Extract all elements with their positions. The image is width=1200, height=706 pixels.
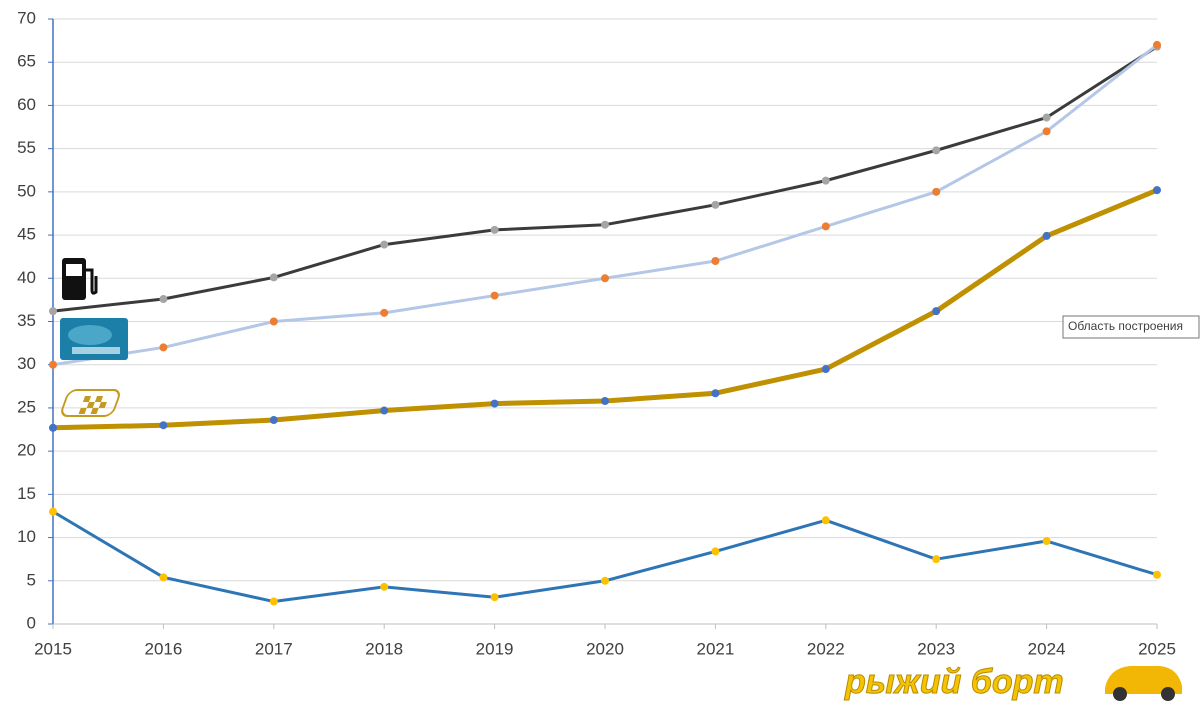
y-tick-label: 50 <box>17 181 36 200</box>
y-tick-label: 35 <box>17 311 36 330</box>
point <box>821 365 830 374</box>
troika-card-icon <box>60 318 128 360</box>
point <box>1153 40 1161 49</box>
point <box>380 406 389 415</box>
y-tick-label: 55 <box>17 138 36 157</box>
x-tick-label: 2018 <box>365 639 403 658</box>
point <box>932 307 941 316</box>
y-tick-label: 10 <box>17 527 36 546</box>
point <box>1042 231 1051 240</box>
point <box>932 146 941 155</box>
tooltip: Область построения <box>1062 315 1200 339</box>
point <box>269 416 278 425</box>
y-tick-label: 0 <box>27 613 36 632</box>
point <box>490 593 499 602</box>
point <box>1042 113 1051 122</box>
x-tick-label: 2022 <box>807 639 845 658</box>
watermark-text: рыжий борт <box>844 663 1064 701</box>
x-tick-label: 2020 <box>586 639 624 658</box>
point <box>821 516 830 525</box>
point <box>159 295 168 304</box>
y-tick-label: 70 <box>17 8 36 27</box>
y-tick-label: 30 <box>17 354 36 373</box>
y-tick-label: 45 <box>17 225 36 244</box>
point <box>380 240 389 249</box>
point <box>269 317 278 326</box>
point <box>269 597 278 606</box>
point <box>159 343 168 352</box>
point <box>601 220 609 229</box>
point <box>711 547 720 556</box>
grid <box>48 18 1158 629</box>
y-tick-label: 20 <box>17 441 36 460</box>
x-tick-label: 2024 <box>1028 639 1066 658</box>
point <box>601 397 609 406</box>
point <box>159 573 168 582</box>
point <box>1042 127 1051 136</box>
fuel-icon <box>62 258 98 300</box>
point <box>49 307 57 316</box>
x-tick-label: 2017 <box>255 639 293 658</box>
point <box>932 187 941 196</box>
point <box>490 291 499 300</box>
point <box>711 257 720 265</box>
point <box>380 582 389 591</box>
point <box>821 222 830 231</box>
point <box>711 200 720 209</box>
x-tick-label: 2019 <box>476 639 514 658</box>
point <box>1153 186 1161 195</box>
y-tick-label: 15 <box>17 484 36 503</box>
point <box>490 399 499 408</box>
point <box>1153 570 1161 579</box>
y-tick-label: 40 <box>17 268 36 287</box>
point <box>490 225 499 234</box>
point <box>601 576 609 585</box>
point <box>601 274 609 283</box>
series-lines <box>49 40 1161 606</box>
point <box>821 176 830 185</box>
series-line <box>52 43 1158 367</box>
point <box>49 507 57 516</box>
point <box>380 308 389 317</box>
point <box>269 273 278 282</box>
x-tick-label: 2025 <box>1138 639 1176 658</box>
y-tick-label: 5 <box>27 570 36 589</box>
taxi-icon <box>61 389 120 417</box>
point <box>49 423 57 432</box>
y-tick-label: 25 <box>17 397 36 416</box>
point <box>932 555 941 564</box>
watermark: рыжий борт <box>844 662 1182 701</box>
point <box>711 389 720 398</box>
x-tick-label: 2015 <box>34 639 72 658</box>
point <box>1042 537 1051 546</box>
x-tick-label: 2023 <box>917 639 955 658</box>
tooltip-text: Область построения <box>1068 319 1183 333</box>
y-tick-label: 60 <box>17 95 36 114</box>
x-tick-label: 2021 <box>696 639 734 658</box>
y-tick-label: 65 <box>17 52 36 71</box>
point <box>49 360 57 369</box>
point <box>159 421 168 430</box>
x-tick-label: 2016 <box>144 639 182 658</box>
series-line <box>52 510 1158 604</box>
